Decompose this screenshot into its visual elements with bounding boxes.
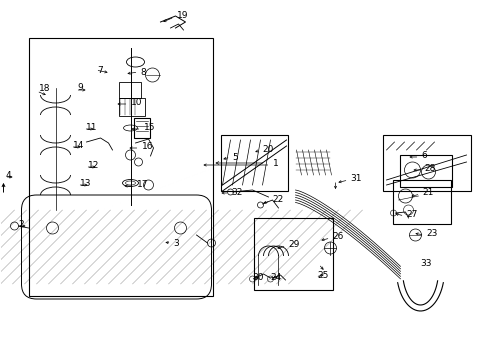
Text: 8: 8 [140,68,146,77]
Text: 10: 10 [130,98,142,107]
Text: 17: 17 [136,180,148,189]
Text: 3: 3 [173,239,179,248]
Text: 33: 33 [420,260,431,269]
Text: 25: 25 [317,271,328,280]
Text: 30: 30 [252,274,264,283]
Text: 26: 26 [332,231,343,240]
Text: 7: 7 [97,66,103,75]
Text: 1: 1 [272,158,278,167]
Text: 21: 21 [422,188,433,197]
Text: 24: 24 [270,273,281,282]
Text: 20: 20 [262,144,273,153]
Text: 27: 27 [406,210,417,219]
Text: 23: 23 [426,229,437,238]
Text: 9: 9 [77,82,83,91]
Text: 32: 32 [231,188,243,197]
Text: 13: 13 [80,179,91,188]
Text: 22: 22 [272,194,283,203]
Text: 31: 31 [350,174,361,183]
Text: 5: 5 [232,153,238,162]
Text: 14: 14 [72,140,84,149]
Text: 12: 12 [87,161,99,170]
Text: 15: 15 [143,122,155,131]
Text: 28: 28 [424,163,435,172]
Text: 11: 11 [85,122,97,131]
Text: 29: 29 [288,239,299,248]
Text: 18: 18 [39,84,50,93]
Text: 6: 6 [421,150,427,159]
Text: 16: 16 [141,141,153,150]
Text: 4: 4 [5,171,11,180]
Text: 2: 2 [19,220,24,229]
Text: 19: 19 [176,10,187,19]
